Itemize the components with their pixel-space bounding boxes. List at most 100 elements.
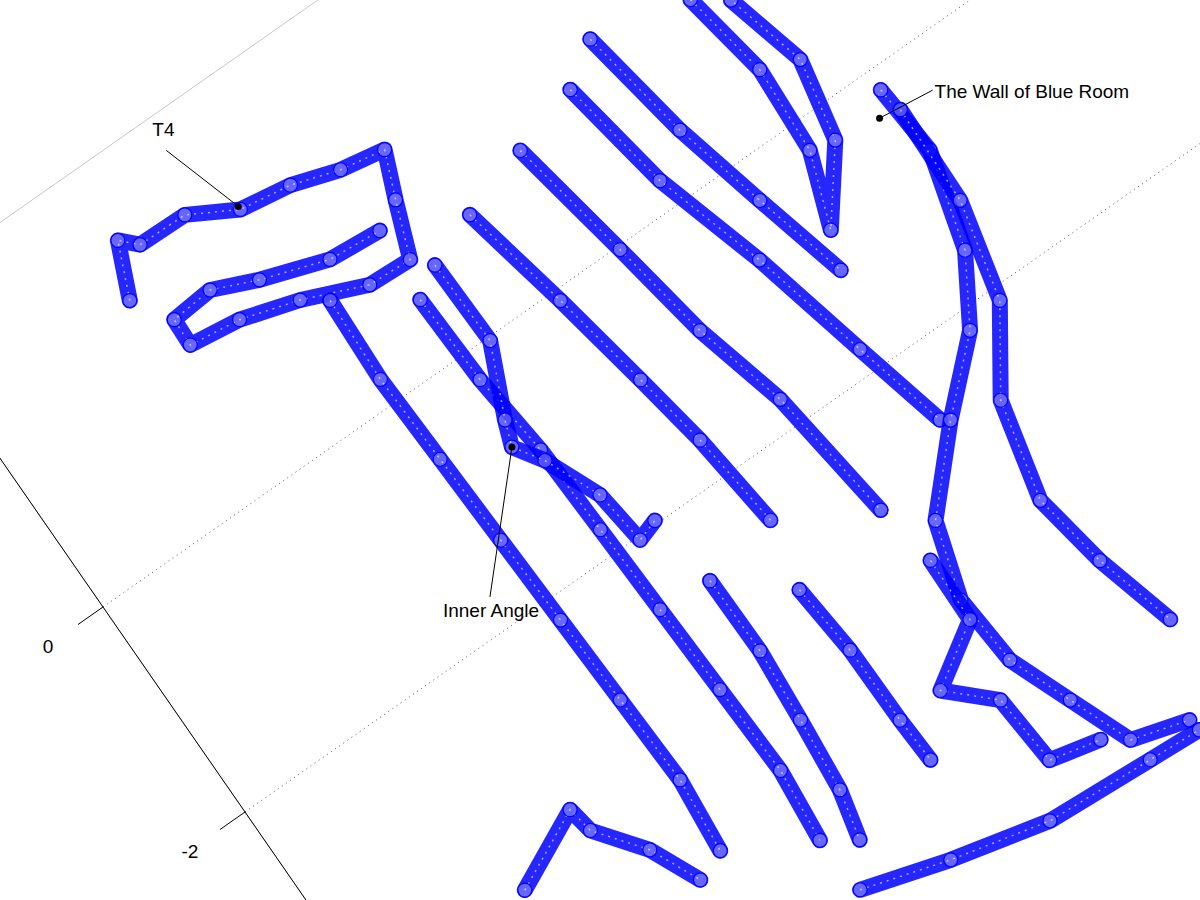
series-line xyxy=(710,581,860,840)
series-line xyxy=(799,590,930,760)
point xyxy=(928,513,942,527)
series-line-texture xyxy=(931,561,1101,761)
series-line-texture xyxy=(881,90,1190,740)
tick xyxy=(220,812,245,830)
point xyxy=(673,773,687,787)
annotation-point xyxy=(235,203,242,210)
point xyxy=(653,603,667,617)
point xyxy=(853,833,867,847)
point xyxy=(833,783,847,797)
point xyxy=(963,323,977,337)
point xyxy=(853,883,867,897)
series-line xyxy=(525,810,701,890)
point xyxy=(283,178,297,192)
point xyxy=(1124,733,1138,747)
point xyxy=(793,713,807,727)
point xyxy=(764,513,778,527)
series-line-texture xyxy=(900,110,1170,620)
point xyxy=(378,143,392,157)
tick-label: 0 xyxy=(43,636,54,657)
background xyxy=(0,0,1200,900)
point xyxy=(648,514,662,528)
point xyxy=(473,373,487,387)
point xyxy=(993,293,1007,307)
point xyxy=(583,32,597,46)
point xyxy=(963,613,977,627)
point xyxy=(1192,723,1200,737)
point xyxy=(334,163,348,177)
point xyxy=(828,133,842,147)
series-line-texture xyxy=(690,0,835,230)
point xyxy=(1043,753,1057,767)
point xyxy=(874,83,888,97)
point xyxy=(893,713,907,727)
point xyxy=(167,313,181,327)
point xyxy=(1063,693,1077,707)
point xyxy=(428,258,442,272)
point xyxy=(693,324,707,338)
point xyxy=(843,643,857,657)
point xyxy=(1163,612,1177,626)
series-line xyxy=(570,90,940,420)
series-line-texture xyxy=(525,810,701,890)
point xyxy=(773,392,787,406)
point xyxy=(203,283,217,297)
point xyxy=(518,883,532,897)
point xyxy=(994,393,1008,407)
series-line-texture xyxy=(799,590,930,760)
point xyxy=(874,503,888,517)
series-line xyxy=(931,561,1101,761)
series-line xyxy=(435,265,655,540)
grid-line xyxy=(103,0,1153,607)
point xyxy=(433,452,447,466)
annotation-text: Inner Angle xyxy=(443,600,539,621)
point xyxy=(178,208,192,222)
point xyxy=(498,413,512,427)
series-line-texture xyxy=(118,150,410,345)
point xyxy=(813,833,827,847)
annotation-point xyxy=(508,444,515,451)
point xyxy=(463,208,477,222)
point xyxy=(593,523,607,537)
point xyxy=(643,843,657,857)
point xyxy=(583,823,597,837)
point xyxy=(403,253,417,267)
point xyxy=(673,123,687,137)
point xyxy=(1093,554,1107,568)
series-line xyxy=(900,110,1170,620)
point xyxy=(513,144,527,158)
point xyxy=(538,453,552,467)
point xyxy=(793,53,807,67)
point xyxy=(693,433,707,447)
point xyxy=(944,853,958,867)
point xyxy=(613,243,627,257)
series-line-texture xyxy=(330,300,720,850)
annotation-leader xyxy=(880,90,933,118)
series-line xyxy=(118,150,410,345)
point xyxy=(653,174,667,188)
point xyxy=(1003,653,1017,667)
point xyxy=(633,533,647,547)
plot-area xyxy=(111,0,1200,897)
point xyxy=(323,293,337,307)
series-line xyxy=(860,730,1199,890)
annotation-point xyxy=(876,115,883,122)
point xyxy=(753,63,767,77)
point xyxy=(933,684,947,698)
series-line-texture xyxy=(570,90,940,420)
point xyxy=(233,313,247,327)
series-line xyxy=(881,90,1190,740)
point xyxy=(505,440,519,454)
series-line xyxy=(330,300,720,850)
point xyxy=(944,413,958,427)
tick-label: -2 xyxy=(182,841,199,862)
point xyxy=(413,293,427,307)
point xyxy=(753,253,767,267)
series-line-texture xyxy=(435,265,655,540)
point xyxy=(483,334,497,348)
point xyxy=(773,763,787,777)
point xyxy=(792,583,806,597)
point xyxy=(183,338,197,352)
point xyxy=(853,342,867,356)
point xyxy=(363,278,377,292)
